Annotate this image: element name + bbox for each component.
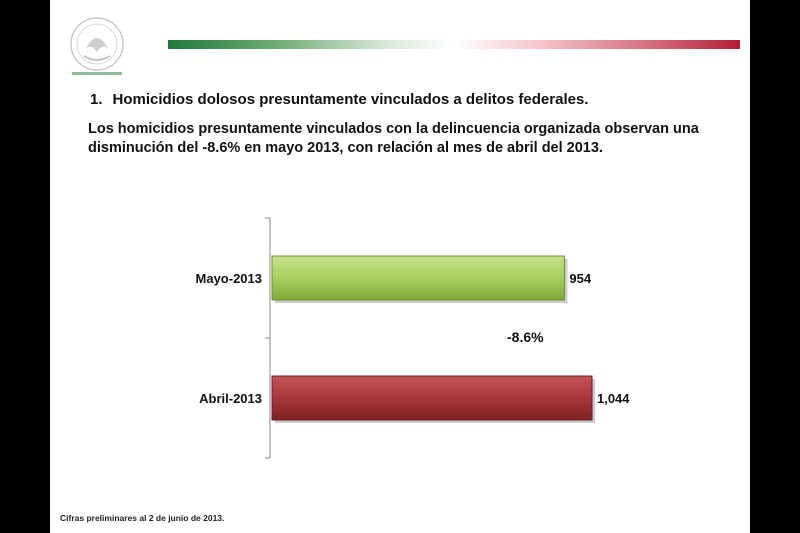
bar-chart: Mayo-2013 954 Abril-2013 1,044 -8.6% xyxy=(196,217,630,459)
value-label: 954 xyxy=(569,271,591,286)
value-label: 1,044 xyxy=(597,391,630,406)
heading-text: Homicidios dolosos presuntamente vincula… xyxy=(112,91,589,108)
section-heading: 1. Homicidios dolosos presuntamente vincu… xyxy=(90,91,588,108)
change-annotation: -8.6% xyxy=(507,329,544,345)
bar-mayo-2013 xyxy=(271,255,565,301)
footnote: Cifras preliminares al 2 de junio de 201… xyxy=(60,513,225,523)
heading-number: 1. xyxy=(90,91,103,108)
slide: 1. Homicidios dolosos presuntamente vincu… xyxy=(50,0,750,533)
description-text: Los homicidios presuntamente vinculados … xyxy=(88,121,699,156)
category-label: Abril-2013 xyxy=(199,391,262,406)
national-seal-icon xyxy=(70,17,124,75)
category-label: Mayo-2013 xyxy=(196,271,262,286)
tricolor-bar xyxy=(168,40,740,49)
bars-group: Mayo-2013 954 Abril-2013 1,044 xyxy=(196,255,630,423)
bar-abril-2013 xyxy=(271,375,593,421)
